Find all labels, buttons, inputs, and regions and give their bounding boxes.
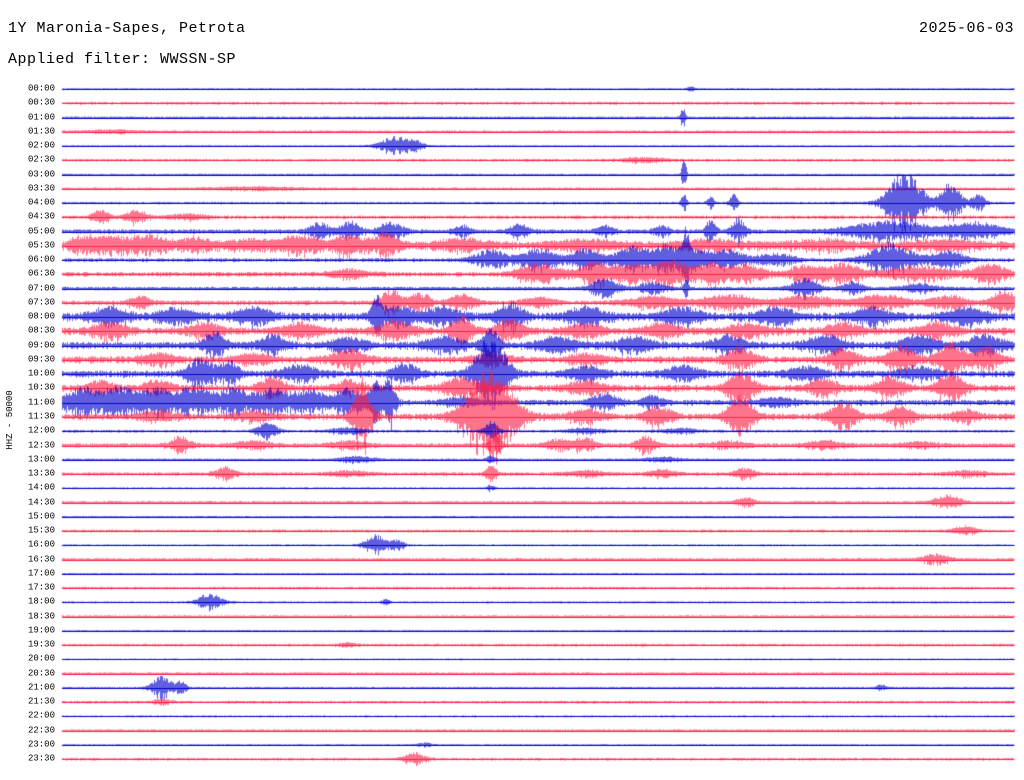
time-label: 23:30 (27, 753, 55, 764)
time-label: 19:30 (27, 639, 55, 650)
time-label: 17:00 (27, 568, 55, 579)
time-label: 19:00 (27, 625, 55, 636)
time-label: 09:00 (27, 340, 55, 351)
time-label: 05:00 (27, 226, 55, 237)
time-label: 13:30 (27, 468, 55, 479)
filter-label: Applied filter: WWSSN-SP (8, 51, 237, 68)
time-label: 06:00 (27, 254, 55, 265)
time-label: 15:00 (27, 511, 55, 522)
time-label: 11:30 (27, 411, 55, 422)
time-label: 14:00 (27, 482, 55, 493)
time-label: 23:00 (27, 739, 55, 750)
time-label: 22:00 (27, 710, 55, 721)
time-label: 07:00 (27, 283, 55, 294)
time-label: 02:30 (27, 154, 55, 165)
time-label: 21:00 (27, 682, 55, 693)
time-label: 15:30 (27, 525, 55, 536)
header-row: 1Y Maronia-Sapes, Petrota 2025-06-03 (8, 20, 1014, 37)
time-label: 00:30 (27, 97, 55, 108)
time-label: 12:00 (27, 425, 55, 436)
time-label: 01:00 (27, 112, 55, 123)
time-label: 08:00 (27, 311, 55, 322)
time-label: 17:30 (27, 582, 55, 593)
time-label: 01:30 (27, 126, 55, 137)
time-label: 00:00 (27, 83, 55, 94)
time-label: 04:30 (27, 211, 55, 222)
filter-row: Applied filter: WWSSN-SP (8, 51, 236, 68)
time-label: 14:30 (27, 497, 55, 508)
time-label: 03:30 (27, 183, 55, 194)
time-label: 12:30 (27, 440, 55, 450)
time-label: 18:30 (27, 611, 55, 622)
time-label: 22:30 (27, 725, 55, 736)
time-label: 08:30 (27, 325, 55, 336)
time-label: 13:00 (27, 454, 55, 465)
time-label: 02:00 (27, 140, 55, 151)
time-label: 07:30 (27, 297, 55, 308)
time-label: 16:00 (27, 539, 55, 550)
time-label: 10:00 (27, 368, 55, 379)
time-label: 21:30 (27, 696, 55, 707)
time-label: 03:00 (27, 169, 55, 180)
station-title: 1Y Maronia-Sapes, Petrota (8, 20, 246, 37)
time-label: 16:30 (27, 554, 55, 565)
time-label: 20:30 (27, 668, 55, 679)
time-label: 18:00 (27, 596, 55, 607)
time-label: 05:30 (27, 240, 55, 251)
time-label: 06:30 (27, 268, 55, 279)
time-label: 11:00 (27, 397, 55, 408)
time-label: 09:30 (27, 354, 55, 365)
time-labels: 00:00 00:30 01:00 01:30 02:00 02:30 03:00 03:30… (0, 0, 58, 780)
time-label: 20:00 (27, 653, 55, 664)
record-date: 2025-06-03 (918, 20, 1014, 37)
time-label: 04:00 (27, 197, 55, 208)
time-label: 10:30 (27, 382, 55, 393)
